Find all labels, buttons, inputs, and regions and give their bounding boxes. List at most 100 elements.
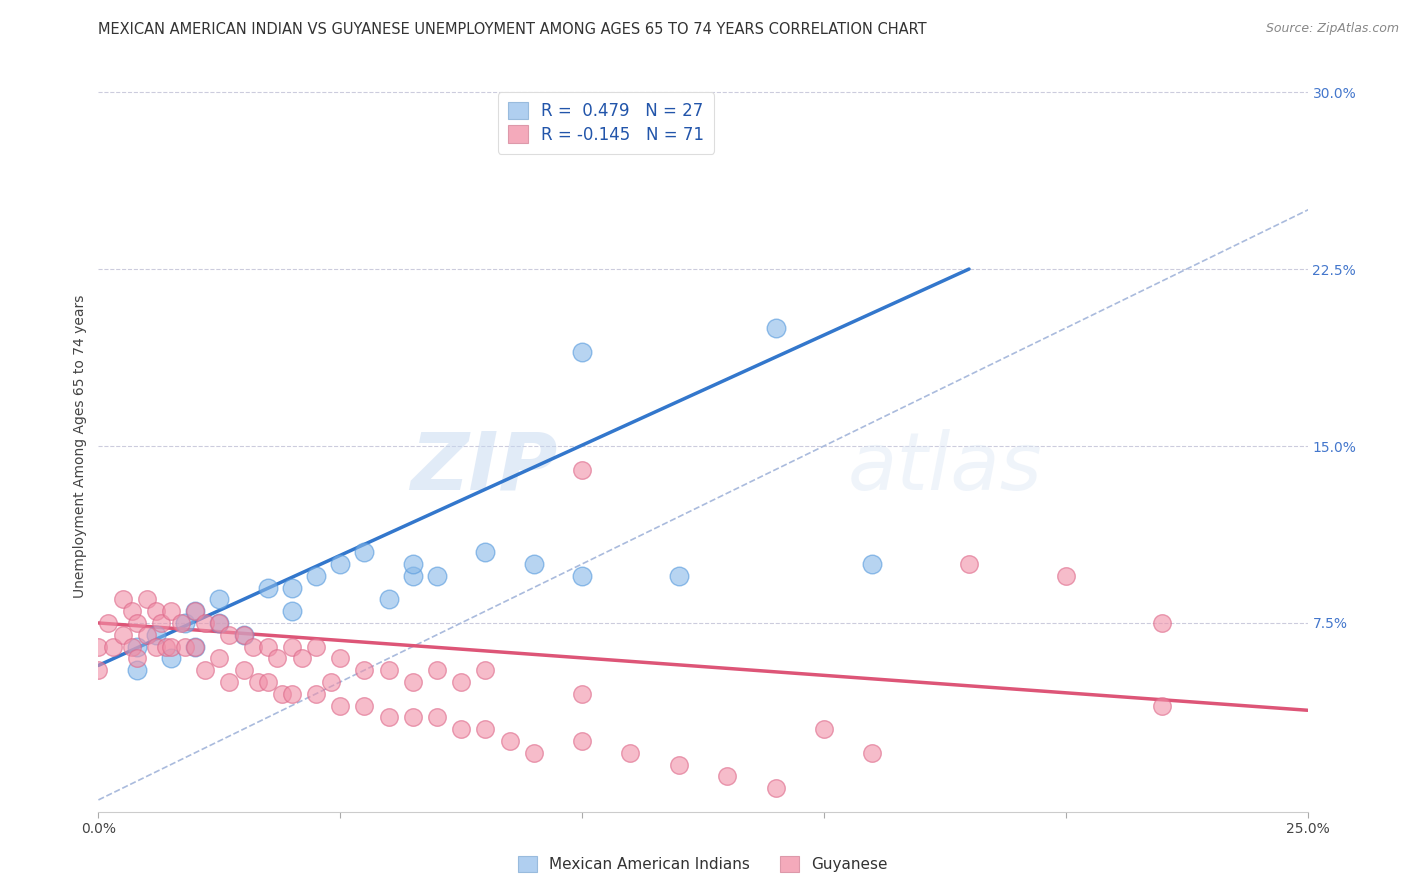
Point [523, 746, 546, 760]
Text: ZIP: ZIP [411, 429, 558, 507]
Point [402, 557, 425, 571]
Text: MEXICAN AMERICAN INDIAN VS GUYANESE UNEMPLOYMENT AMONG AGES 65 TO 74 YEARS CORRE: MEXICAN AMERICAN INDIAN VS GUYANESE UNEM… [98, 22, 927, 37]
Point [208, 651, 231, 665]
Point [377, 592, 399, 607]
Point [208, 615, 231, 630]
Point [319, 675, 342, 690]
Point [127, 615, 149, 630]
Point [957, 557, 980, 571]
Point [668, 757, 690, 772]
Point [474, 722, 496, 736]
Point [145, 640, 167, 654]
Point [571, 344, 593, 359]
Point [290, 651, 312, 665]
Point [426, 568, 449, 582]
Point [353, 698, 375, 713]
Point [402, 568, 425, 582]
Point [184, 604, 207, 618]
Point [571, 568, 593, 582]
Point [860, 557, 883, 571]
Point [232, 628, 254, 642]
Point [184, 640, 207, 654]
Point [571, 462, 593, 476]
Point [329, 557, 352, 571]
Point [353, 545, 375, 559]
Point [208, 615, 231, 630]
Point [232, 663, 254, 677]
Point [813, 722, 835, 736]
Point [135, 592, 157, 607]
Point [474, 545, 496, 559]
Point [474, 663, 496, 677]
Point [184, 640, 207, 654]
Point [145, 628, 167, 642]
Point [329, 651, 352, 665]
Point [281, 581, 304, 595]
Point [619, 746, 641, 760]
Point [218, 675, 240, 690]
Point [127, 651, 149, 665]
Point [450, 675, 472, 690]
Point [450, 722, 472, 736]
Point [860, 746, 883, 760]
Point [111, 628, 134, 642]
Point [765, 781, 787, 796]
Legend: Mexican American Indians, Guyanese: Mexican American Indians, Guyanese [510, 848, 896, 880]
Point [194, 663, 217, 677]
Point [145, 604, 167, 618]
Point [194, 615, 217, 630]
Point [169, 615, 191, 630]
Point [160, 604, 183, 618]
Point [256, 675, 278, 690]
Point [232, 628, 254, 642]
Legend: R =  0.479   N = 27, R = -0.145   N = 71: R = 0.479 N = 27, R = -0.145 N = 71 [498, 92, 714, 153]
Text: Source: ZipAtlas.com: Source: ZipAtlas.com [1265, 22, 1399, 36]
Point [353, 663, 375, 677]
Point [571, 687, 593, 701]
Point [305, 687, 328, 701]
Point [87, 663, 110, 677]
Point [329, 698, 352, 713]
Point [242, 640, 264, 654]
Point [256, 640, 278, 654]
Point [121, 604, 143, 618]
Point [281, 604, 304, 618]
Point [523, 557, 546, 571]
Point [87, 640, 110, 654]
Point [1152, 615, 1174, 630]
Point [266, 651, 288, 665]
Point [247, 675, 270, 690]
Point [174, 615, 197, 630]
Point [160, 640, 183, 654]
Point [402, 710, 425, 724]
Text: atlas: atlas [848, 429, 1043, 507]
Point [150, 615, 173, 630]
Point [498, 734, 520, 748]
Point [305, 568, 328, 582]
Point [208, 592, 231, 607]
Point [135, 628, 157, 642]
Point [426, 710, 449, 724]
Point [256, 581, 278, 595]
Point [377, 710, 399, 724]
Point [1054, 568, 1077, 582]
Point [97, 615, 120, 630]
Point [305, 640, 328, 654]
Point [571, 734, 593, 748]
Point [218, 628, 240, 642]
Point [281, 640, 304, 654]
Point [716, 769, 738, 783]
Point [765, 321, 787, 335]
Point [668, 568, 690, 582]
Point [184, 604, 207, 618]
Point [160, 651, 183, 665]
Point [281, 687, 304, 701]
Point [127, 663, 149, 677]
Point [1152, 698, 1174, 713]
Point [111, 592, 134, 607]
Point [426, 663, 449, 677]
Point [101, 640, 124, 654]
Point [121, 640, 143, 654]
Point [377, 663, 399, 677]
Point [155, 640, 177, 654]
